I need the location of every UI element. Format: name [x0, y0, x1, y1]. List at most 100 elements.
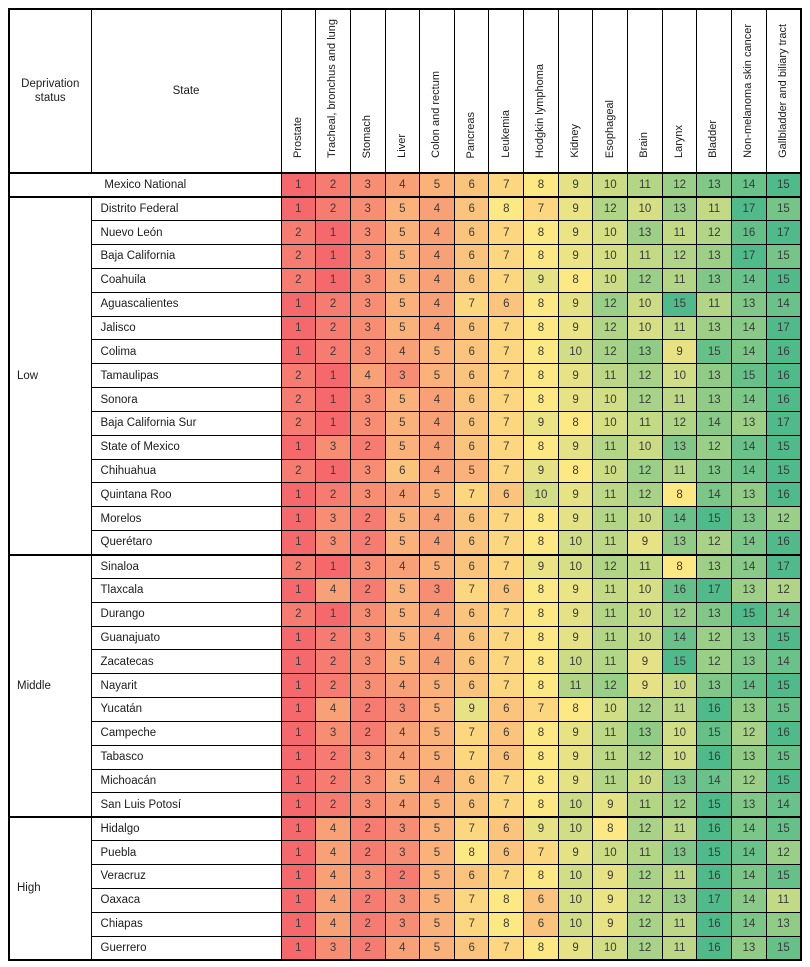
header-row: Deprivation status State Prostate Trachea…: [8, 8, 802, 174]
rank-cell: 1: [280, 720, 317, 746]
rank-cell: 3: [315, 935, 351, 961]
state-label: Tabasco: [90, 744, 282, 770]
rank-cell: 13: [696, 387, 733, 412]
rank-cell: 17: [731, 195, 767, 222]
rank-cell: 14: [696, 482, 733, 508]
rank-cell: 1: [280, 530, 317, 555]
rank-cell: 8: [523, 649, 559, 675]
rank-cell: 3: [349, 482, 386, 508]
rank-cell: 15: [765, 697, 802, 722]
rank-cell: 5: [419, 720, 455, 746]
cancer-column-header: Colon and rectum: [419, 8, 455, 174]
rank-cell: 14: [731, 458, 767, 484]
rank-cell: 10: [592, 244, 629, 269]
rank-cell: 16: [696, 697, 733, 722]
rank-cell: 10: [592, 458, 629, 484]
rank-cell: 8: [523, 577, 559, 603]
table-row: Guerrero 1 3 2 4 5 6 7 8 9 10 12 11 16 13 15: [9, 935, 802, 961]
rank-cell: 9: [557, 577, 594, 603]
rank-cell: 9: [557, 840, 594, 865]
state-label: Tlaxcala: [90, 577, 282, 603]
rank-cell: 4: [384, 553, 421, 579]
rank-cell: 16: [696, 863, 733, 889]
state-label: Guanajuato: [90, 625, 282, 651]
rank-cell: 13: [627, 339, 663, 365]
rank-cell: 12: [661, 792, 698, 818]
rank-cell: 4: [384, 482, 421, 508]
rank-cell: 13: [696, 673, 733, 699]
rank-cell: 9: [661, 339, 698, 365]
rank-cell: 12: [627, 935, 663, 961]
rank-cell: 5: [384, 291, 421, 317]
rank-cell: 10: [627, 195, 663, 222]
rank-cell: 3: [349, 744, 386, 770]
rank-cell: 8: [523, 244, 559, 269]
cancer-column-label: Kidney: [568, 124, 581, 158]
rank-cell: 8: [523, 768, 559, 794]
rank-cell: 1: [280, 815, 317, 842]
rank-cell: 7: [453, 887, 490, 913]
rank-cell: 17: [696, 887, 733, 913]
rank-cell: 12: [696, 220, 733, 246]
table-row: Sonora 2 1 3 5 4 6 7 8 9 10 12 11 13 14 16: [9, 387, 802, 412]
table-row: Yucatán 1 4 2 3 5 9 6 7 8 10 12 11 16 13 15: [9, 697, 802, 722]
rank-cell: 1: [280, 172, 317, 198]
state-label: Querétaro: [90, 530, 282, 555]
rank-cell: 13: [661, 195, 698, 222]
rank-cell: 1: [280, 935, 317, 961]
rank-cell: 7: [488, 434, 525, 460]
rank-cell: 10: [592, 172, 629, 198]
rank-cell: 1: [280, 315, 317, 341]
cancer-column-header: Larynx: [661, 8, 698, 174]
table-row: High Hidalgo 1 4 2 3 5 7 6 9 10 8 12 11 16 14 15: [8, 815, 802, 961]
rank-cell: 2: [349, 697, 386, 722]
table-row: Morelos 1 3 2 5 4 6 7 8 9 11 10 14 15 13 12: [9, 506, 802, 532]
state-label: Yucatán: [90, 697, 282, 722]
rank-cell: 1: [280, 506, 317, 532]
rank-cell: 10: [592, 410, 629, 436]
cancer-column-header: Pancreas: [453, 8, 490, 174]
rank-cell: 1: [315, 244, 351, 269]
rank-cell: 8: [661, 553, 698, 579]
rank-cell: 12: [661, 601, 698, 627]
rank-cell: 12: [592, 291, 629, 317]
rank-cell: 6: [488, 577, 525, 603]
cancer-column-label: Pancreas: [464, 111, 477, 158]
rank-cell: 16: [696, 911, 733, 937]
cancer-column-label: Esophageal: [603, 99, 616, 158]
rank-cell: 6: [453, 506, 490, 532]
state-label: Michoacán: [90, 768, 282, 794]
rank-cell: 4: [315, 863, 351, 889]
rank-cell: 13: [661, 887, 698, 913]
rank-cell: 1: [315, 267, 351, 293]
rank-cell: 11: [661, 863, 698, 889]
rank-cell: 2: [349, 887, 386, 913]
rank-cell: 13: [731, 649, 767, 675]
rank-cell: 9: [557, 220, 594, 246]
rank-cell: 1: [280, 911, 317, 937]
rank-cell: 14: [696, 410, 733, 436]
rank-cell: 1: [280, 768, 317, 794]
rank-cell: 6: [453, 434, 490, 460]
rank-cell: 14: [731, 911, 767, 937]
rank-cell: 13: [661, 840, 698, 865]
rank-cell: 4: [419, 244, 455, 269]
rank-cell: 8: [523, 315, 559, 341]
rank-cell: 10: [592, 267, 629, 293]
rank-cell: 6: [453, 339, 490, 365]
rank-cell: 8: [523, 434, 559, 460]
rank-cell: 4: [419, 530, 455, 555]
rank-cell: 11: [592, 649, 629, 675]
rank-cell: 14: [661, 625, 698, 651]
rank-cell: 12: [627, 267, 663, 293]
rank-cell: 15: [765, 267, 802, 293]
rank-cell: 12: [627, 863, 663, 889]
rank-cell: 7: [488, 768, 525, 794]
table-row: San Luis Potosí 1 2 3 4 5 6 7 8 10 9 11 12 15 13 14: [9, 792, 802, 818]
rank-cell: 13: [696, 601, 733, 627]
rank-cell: 9: [523, 410, 559, 436]
rank-cell: 2: [384, 863, 421, 889]
rank-cell: 8: [523, 863, 559, 889]
rank-cell: 9: [557, 434, 594, 460]
